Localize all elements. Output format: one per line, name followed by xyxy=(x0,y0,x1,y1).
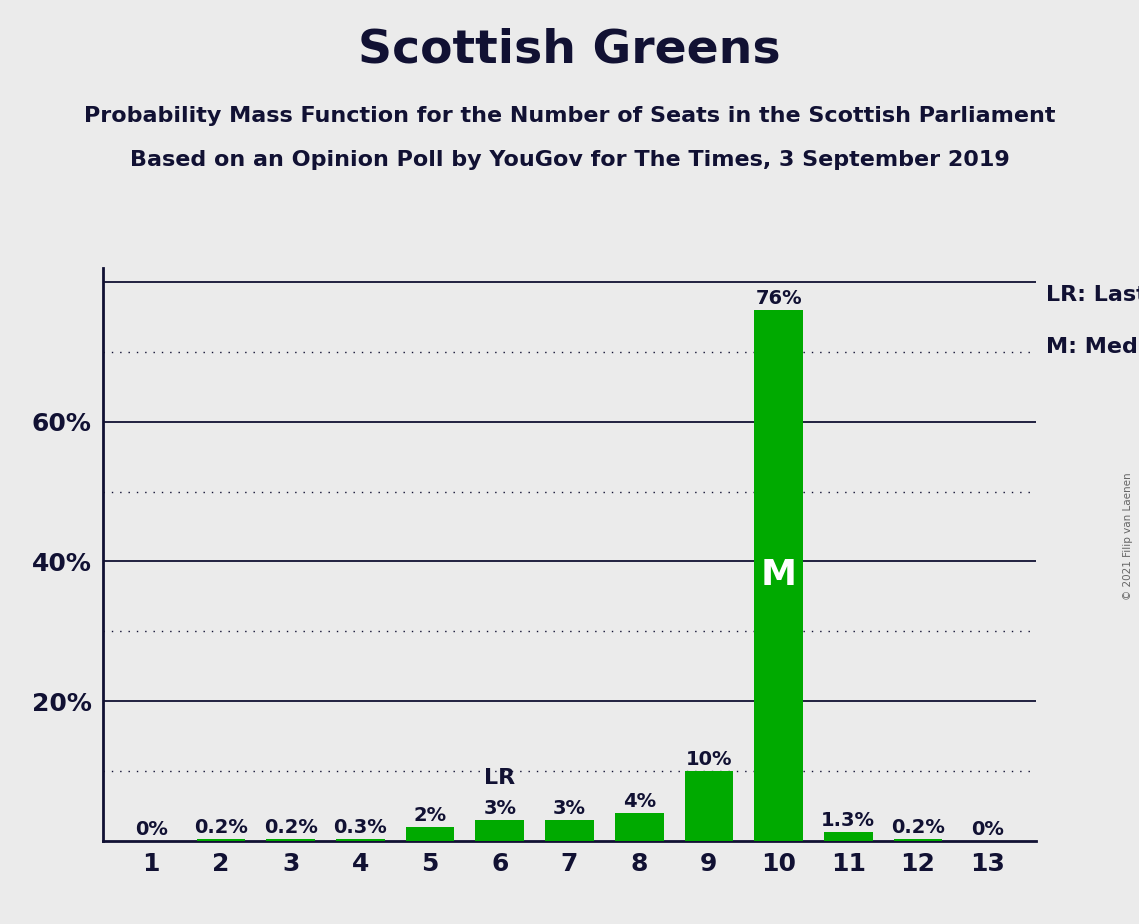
Text: Based on an Opinion Poll by YouGov for The Times, 3 September 2019: Based on an Opinion Poll by YouGov for T… xyxy=(130,150,1009,170)
Text: 10%: 10% xyxy=(686,750,732,769)
Bar xyxy=(754,310,803,841)
Text: Probability Mass Function for the Number of Seats in the Scottish Parliament: Probability Mass Function for the Number… xyxy=(84,106,1055,127)
Text: © 2021 Filip van Laenen: © 2021 Filip van Laenen xyxy=(1123,472,1133,600)
Text: LR: Last Result: LR: Last Result xyxy=(1046,286,1139,305)
Text: 4%: 4% xyxy=(623,792,656,810)
Bar xyxy=(894,839,942,841)
Bar xyxy=(615,813,664,841)
Text: M: Median: M: Median xyxy=(1046,336,1139,357)
Text: LR: LR xyxy=(484,769,515,788)
Bar xyxy=(336,839,385,841)
Text: 0.3%: 0.3% xyxy=(334,818,387,836)
Text: 0%: 0% xyxy=(134,820,167,839)
Bar xyxy=(405,827,454,841)
Text: 2%: 2% xyxy=(413,806,446,825)
Text: 0%: 0% xyxy=(972,820,1005,839)
Bar xyxy=(823,832,872,841)
Text: 0.2%: 0.2% xyxy=(194,819,248,837)
Text: 0.2%: 0.2% xyxy=(264,819,318,837)
Text: M: M xyxy=(761,558,796,592)
Text: 0.2%: 0.2% xyxy=(891,819,945,837)
Bar xyxy=(267,839,316,841)
Text: 1.3%: 1.3% xyxy=(821,810,875,830)
Text: 76%: 76% xyxy=(755,289,802,308)
Text: 3%: 3% xyxy=(483,798,516,818)
Bar xyxy=(475,820,524,841)
Text: 3%: 3% xyxy=(554,798,585,818)
Bar xyxy=(197,839,245,841)
Bar xyxy=(546,820,593,841)
Text: Scottish Greens: Scottish Greens xyxy=(358,28,781,73)
Bar xyxy=(685,771,734,841)
